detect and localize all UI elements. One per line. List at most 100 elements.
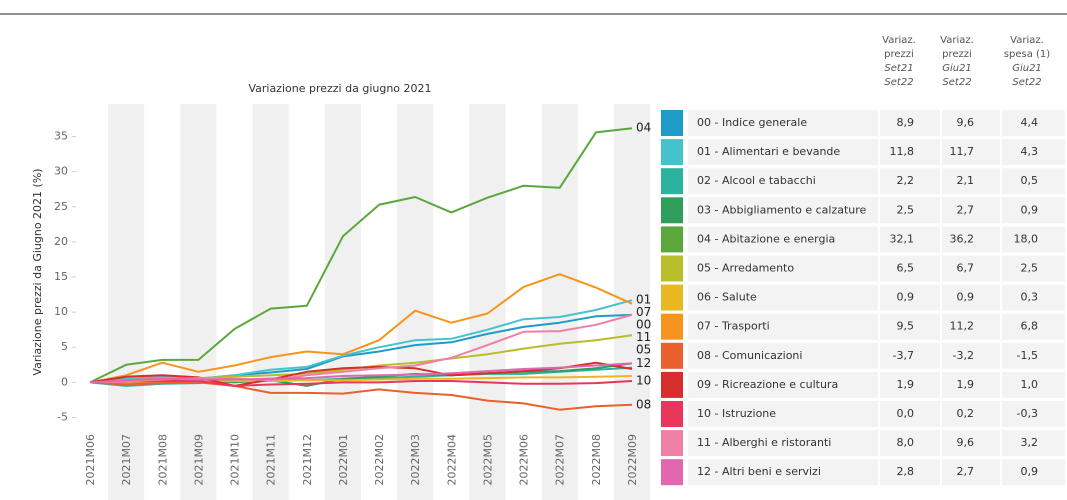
- row-background: [1002, 313, 1065, 340]
- row-background: [1002, 226, 1065, 253]
- table-cell: 9,6: [957, 116, 975, 129]
- x-tick-label: 2021M08: [156, 434, 169, 485]
- x-tick-label: 2021M09: [192, 434, 205, 485]
- x-tick-label: 2021M11: [265, 434, 278, 485]
- legend-swatch: [661, 226, 683, 253]
- row-background: [1002, 110, 1065, 136]
- table-cell: 36,2: [950, 232, 975, 245]
- y-tick-label: 35: [54, 130, 68, 143]
- table-cell: 4,3: [1021, 145, 1039, 158]
- table-cell: 2,7: [957, 465, 975, 478]
- legend-swatch: [661, 401, 683, 427]
- table-cell: 9,5: [897, 320, 915, 333]
- row-background: [942, 284, 1000, 311]
- table-cell: 0,2: [957, 407, 975, 420]
- series-line: [89, 362, 633, 384]
- table-cell: 8,9: [897, 116, 915, 129]
- chart-title: Variazione prezzi da giugno 2021: [248, 82, 431, 95]
- table-header-period: Set21: [884, 63, 913, 74]
- row-background: [688, 401, 878, 427]
- table-cell: 11,8: [890, 145, 915, 158]
- table-header-period: Set22: [1012, 77, 1041, 88]
- legend-label: 06 - Salute: [697, 291, 757, 304]
- table-cell: 2,7: [957, 203, 975, 216]
- table-cell: 0,9: [1021, 465, 1039, 478]
- table-cell: 9,6: [957, 436, 975, 449]
- series-line: [89, 273, 633, 384]
- table-cell: 2,2: [897, 174, 915, 187]
- series-line: [89, 361, 633, 387]
- column-band: [108, 104, 145, 500]
- row-background: [1002, 168, 1065, 195]
- table-cell: 32,1: [890, 232, 915, 245]
- row-background: [880, 255, 940, 282]
- legend-label: 07 - Trasporti: [697, 320, 770, 333]
- legend-swatch: [661, 139, 683, 166]
- y-tick-label: 30: [54, 165, 68, 178]
- row-background: [942, 197, 1000, 224]
- row-background: [688, 110, 878, 136]
- x-tick-label: 2022M06: [518, 434, 531, 485]
- table-cell: 0,9: [957, 291, 975, 304]
- legend-label: 02 - Alcool e tabacchi: [697, 174, 816, 187]
- table-cell: 6,7: [957, 262, 975, 275]
- legend-swatch: [661, 313, 683, 340]
- table-cell: 0,9: [1021, 203, 1039, 216]
- row-background: [1002, 255, 1065, 282]
- row-background: [880, 342, 940, 369]
- y-tick-label: 20: [54, 235, 68, 248]
- row-background: [942, 226, 1000, 253]
- legend-label: 09 - Ricreazione e cultura: [697, 378, 838, 391]
- table-cell: 1,9: [897, 378, 915, 391]
- row-background: [1002, 401, 1065, 427]
- legend-label: 04 - Abitazione e energia: [697, 232, 835, 245]
- legend-label: 11 - Alberghi e ristoranti: [697, 436, 831, 449]
- y-tick-label: 0: [61, 375, 68, 388]
- legend-label: 05 - Arredamento: [697, 262, 794, 275]
- row-background: [1002, 139, 1065, 166]
- x-tick-label: 2022M05: [481, 434, 494, 485]
- table-header-period: Set22: [884, 77, 913, 88]
- table-cell: 2,5: [897, 203, 915, 216]
- series-line: [89, 380, 633, 387]
- y-tick-label: 25: [54, 200, 68, 213]
- table-cell: 0,9: [897, 291, 915, 304]
- column-band: [613, 104, 651, 500]
- row-background: [942, 371, 1000, 398]
- row-background: [942, 342, 1000, 369]
- x-tick-label: 2021M06: [84, 434, 97, 485]
- table-cell: 6,5: [897, 262, 915, 275]
- table-cell: 0,0: [897, 407, 915, 420]
- row-background: [942, 110, 1000, 136]
- row-background: [942, 168, 1000, 195]
- table-header: Variaz.: [940, 35, 974, 46]
- table-header: prezzi: [884, 49, 914, 60]
- row-background: [880, 226, 940, 253]
- column-band: [252, 104, 289, 500]
- row-background: [880, 197, 940, 224]
- legend-swatch: [661, 371, 683, 398]
- table-cell: -3,2: [953, 349, 974, 362]
- row-background: [942, 139, 1000, 166]
- y-tick-label: -5: [57, 410, 68, 423]
- row-background: [942, 255, 1000, 282]
- row-background: [1002, 430, 1065, 457]
- y-tick-label: 10: [54, 305, 68, 318]
- row-background: [942, 313, 1000, 340]
- legend-swatch: [661, 110, 683, 136]
- row-background: [688, 284, 878, 311]
- end-label: 07: [636, 305, 651, 319]
- legend-swatch: [661, 168, 683, 195]
- table-cell: -3,7: [893, 349, 914, 362]
- table-cell: 11,2: [950, 320, 975, 333]
- table-cell: 11,7: [950, 145, 975, 158]
- table-header: Variaz.: [1010, 35, 1044, 46]
- x-tick-label: 2022M04: [445, 434, 458, 485]
- row-background: [688, 313, 878, 340]
- x-tick-label: 2021M10: [229, 434, 242, 485]
- table-header: prezzi: [942, 49, 972, 60]
- end-label: 00: [636, 318, 651, 332]
- table-cell: -1,5: [1017, 349, 1038, 362]
- end-label: 05: [636, 343, 651, 357]
